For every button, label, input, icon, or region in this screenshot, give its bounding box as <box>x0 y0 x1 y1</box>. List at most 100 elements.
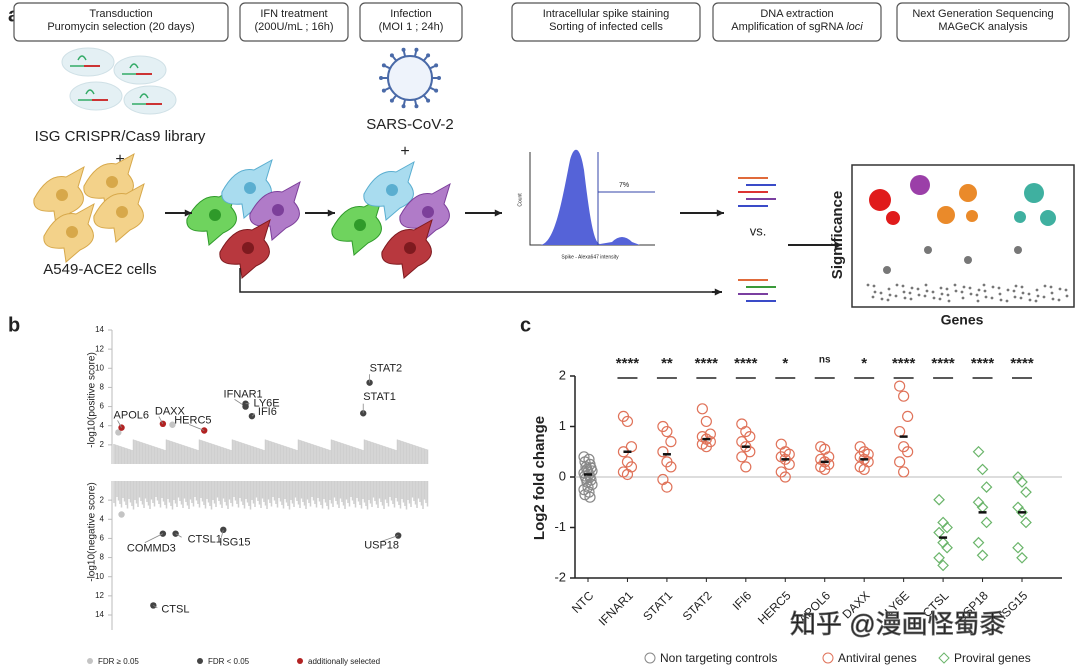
bubble <box>997 286 1001 290</box>
bubble <box>937 206 955 224</box>
virus-spike <box>434 63 439 68</box>
label-leader <box>175 533 182 538</box>
legend-marker <box>197 658 203 664</box>
cell-nucleus <box>66 226 78 238</box>
bubble <box>887 287 891 291</box>
data-point <box>898 466 910 478</box>
step-text: Sorting of infected cells <box>549 21 663 33</box>
facs-gate <box>597 152 655 245</box>
bubble <box>964 256 972 264</box>
bubble <box>910 286 914 290</box>
y-tick-label: 4 <box>100 421 105 430</box>
gene-label: LY6E <box>254 398 280 410</box>
data-point <box>980 516 993 529</box>
arrow <box>239 268 715 293</box>
arrow-head <box>184 209 192 217</box>
data-point <box>779 471 791 483</box>
data-point <box>972 496 985 509</box>
gene-label: HERC5 <box>174 414 211 426</box>
gene-label: STAT1 <box>363 391 396 403</box>
y-tick-label: 12 <box>95 591 104 600</box>
data-point <box>696 403 708 415</box>
virus-spike <box>434 88 439 93</box>
virus-spike <box>413 50 418 57</box>
gene-label: USP18 <box>364 539 399 551</box>
data-point <box>584 491 596 503</box>
bubble <box>1012 289 1016 293</box>
step-text-part: Amplification of sgRNA <box>731 21 846 33</box>
arrow-head <box>834 241 842 249</box>
facs-histogram <box>540 149 640 245</box>
bubble <box>977 288 981 292</box>
bubble <box>895 283 899 287</box>
data-point <box>621 415 634 428</box>
step-text: Infection <box>390 8 432 20</box>
bubble <box>902 290 906 294</box>
label-leader <box>381 535 399 542</box>
significance-label: **** <box>892 355 916 372</box>
bubble <box>917 293 921 297</box>
virus-spike <box>381 88 386 93</box>
cell-nucleus <box>244 182 256 194</box>
bubble <box>871 295 875 299</box>
bubble <box>975 293 979 297</box>
legend-label: FDR ≥ 0.05 <box>98 657 139 666</box>
significance-label: **** <box>695 355 719 372</box>
label-leader <box>189 424 205 431</box>
bubble <box>1034 299 1038 303</box>
data-point <box>700 415 712 428</box>
significance-label: **** <box>971 355 995 372</box>
bubble <box>1021 291 1025 295</box>
bubble <box>1014 211 1026 223</box>
significance-label: ** <box>661 355 673 372</box>
bubble <box>946 293 950 297</box>
data-point <box>621 468 634 481</box>
bubble <box>984 295 988 299</box>
significance-label: * <box>782 355 788 372</box>
data-point <box>933 551 945 564</box>
bubble <box>1057 298 1061 302</box>
data-point <box>902 410 914 422</box>
virus-label: SARS-CoV-2 <box>366 116 454 133</box>
bubble <box>869 189 891 211</box>
bubble <box>939 286 943 290</box>
label-leader <box>153 605 158 609</box>
bubble <box>916 287 920 291</box>
cell-nucleus <box>56 189 68 201</box>
step-box <box>511 2 701 42</box>
bubble <box>998 292 1002 296</box>
data-point <box>1016 506 1028 519</box>
bubble <box>1019 296 1023 300</box>
y-axis-label: -log10(positive score) <box>87 352 98 448</box>
arrow-head <box>494 209 502 217</box>
step-box <box>13 2 229 42</box>
bubble <box>932 296 936 300</box>
legend-label: additionally selected <box>308 657 380 666</box>
bubble <box>982 283 986 287</box>
data-point <box>744 431 756 443</box>
legend-label: Antiviral genes <box>838 651 917 665</box>
bubble <box>1005 299 1009 303</box>
gene-label: STAT2 <box>370 363 403 375</box>
plus: + <box>115 151 124 168</box>
bubble <box>945 287 949 291</box>
step-text: Puromycin selection (20 days) <box>47 21 194 33</box>
legend-label: FDR < 0.05 <box>208 657 250 666</box>
virus-spike <box>389 98 394 103</box>
label-leader <box>158 416 164 424</box>
bubble <box>1065 294 1069 298</box>
bubble <box>953 283 957 287</box>
step-text: Transduction <box>89 8 152 20</box>
data-point <box>972 445 985 458</box>
bubble <box>959 184 977 202</box>
bubble <box>1013 295 1017 299</box>
data-point <box>898 390 910 402</box>
y-tick-label: 14 <box>95 610 104 619</box>
y-tick-label: 12 <box>95 344 104 353</box>
step-text: MAGeCK analysis <box>938 21 1028 33</box>
step-text: (MOI 1 ; 24h) <box>379 21 444 33</box>
bubble <box>960 290 964 294</box>
significance-label: **** <box>1010 355 1034 372</box>
